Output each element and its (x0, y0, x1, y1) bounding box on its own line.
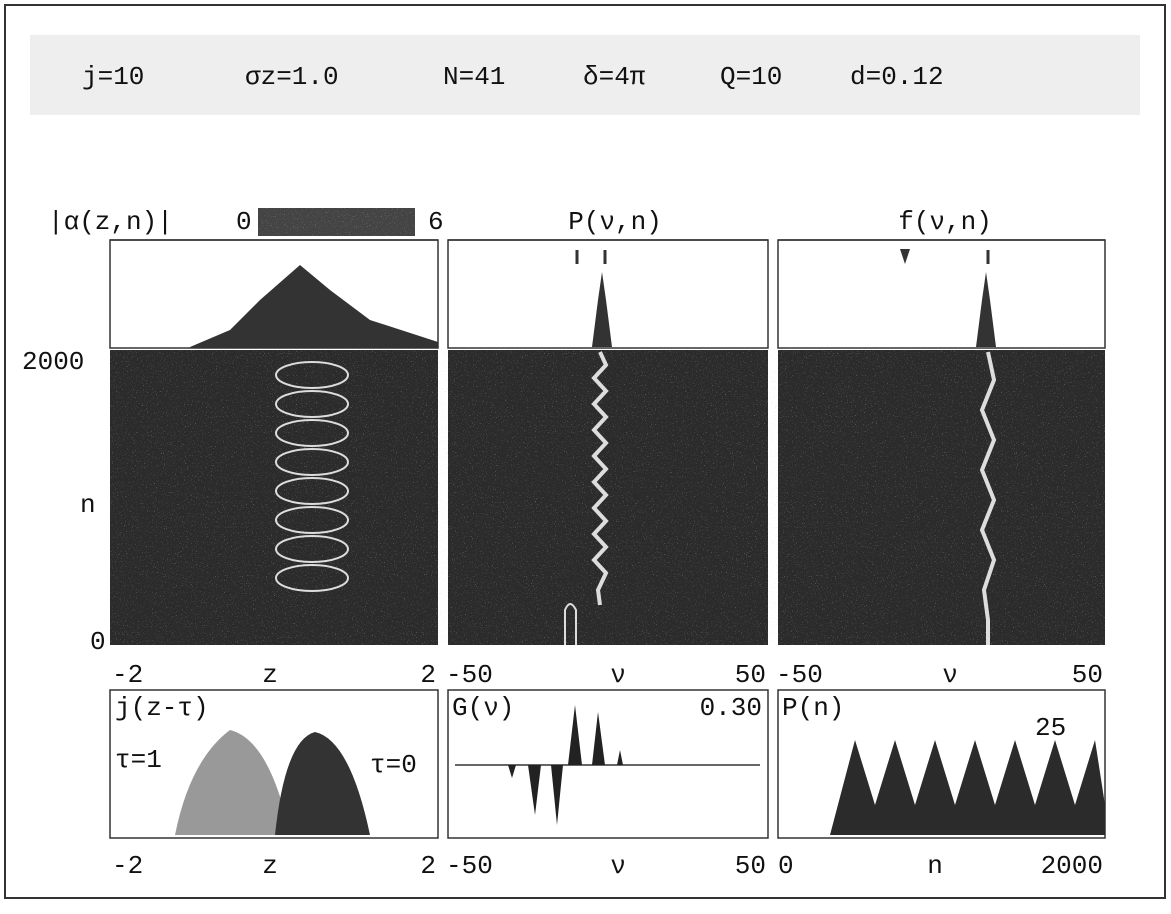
axis-label: ν (610, 660, 626, 690)
colorbar-max: 6 (428, 207, 444, 237)
axis-label: ν (942, 660, 958, 690)
tick-label: -2 (112, 660, 143, 690)
tick-label: -50 (446, 851, 493, 881)
tick-label: 2 (420, 660, 436, 690)
tick-label: -50 (776, 660, 823, 690)
axis-label: z (262, 851, 278, 881)
heatmaps (110, 350, 1105, 645)
tick-label: 50 (735, 851, 766, 881)
panel-label: P(n) (782, 693, 844, 723)
parameter: d=0.12 (850, 62, 944, 92)
panel-label: j(z-τ) (115, 693, 209, 723)
y-axis-label: n (80, 490, 96, 520)
annotation: 25 (1035, 713, 1066, 743)
annotation: τ=1 (115, 745, 162, 775)
tick-label: 0 (778, 851, 794, 881)
panel-label: f(ν,n) (898, 207, 992, 237)
annotation: 0.30 (700, 693, 762, 723)
heatmap-texture (110, 350, 1105, 645)
parameter: σz=1.0 (245, 62, 339, 92)
axis-label: n (927, 851, 943, 881)
colorbar-texture (258, 208, 415, 236)
tick-label: -2 (112, 851, 143, 881)
panel-label: |α(z,n)| (48, 207, 173, 237)
y-tick-label: 2000 (22, 347, 84, 377)
tick-label: -50 (446, 660, 493, 690)
figure: j=10 σz=1.0 N=41 δ=4π Q=10 d=0.12 |α(z,n… (0, 0, 1171, 909)
parameter: δ=4π (583, 62, 646, 92)
annotation: τ=0 (370, 750, 417, 780)
tick-label: 50 (1072, 660, 1103, 690)
parameter: Q=10 (720, 62, 782, 92)
parameter: j=10 (82, 62, 144, 92)
panel-label: P(ν,n) (568, 207, 662, 237)
panel-label: G(ν) (452, 693, 514, 723)
axis-label: z (262, 660, 278, 690)
tick-label: 50 (735, 660, 766, 690)
y-tick-label: 0 (90, 627, 106, 657)
tick-label: 2 (420, 851, 436, 881)
parameter: N=41 (443, 62, 505, 92)
axis-label: ν (610, 851, 626, 881)
tick-label: 2000 (1041, 851, 1103, 881)
colorbar-min: 0 (236, 207, 252, 237)
